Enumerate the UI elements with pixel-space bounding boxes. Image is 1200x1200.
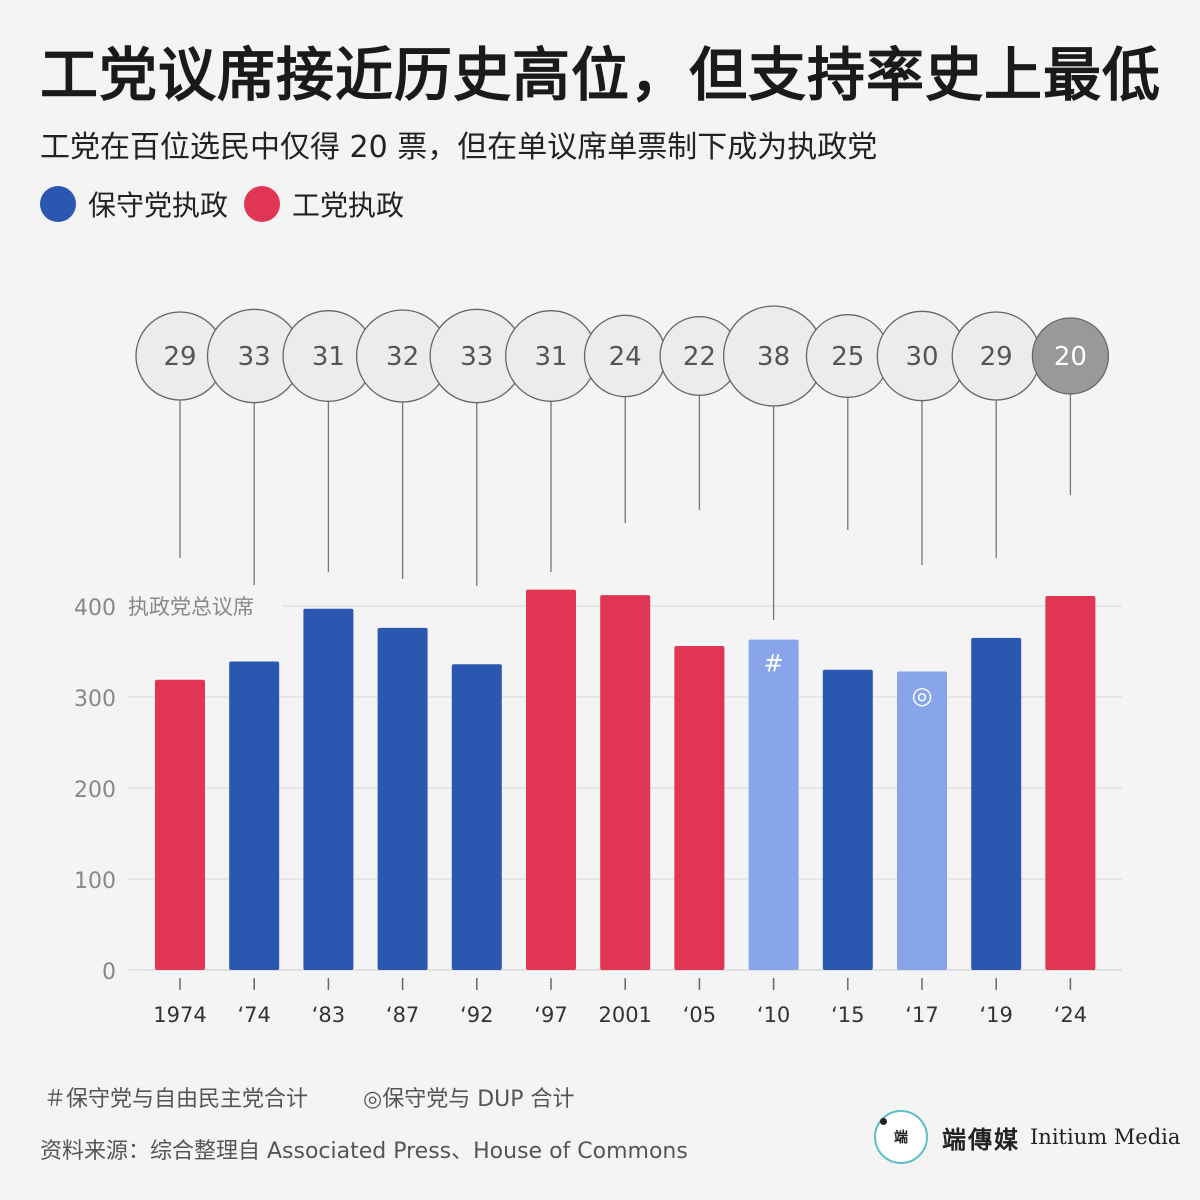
x-tick-label-4: ‘92 (460, 1003, 493, 1027)
bar-2 (303, 608, 354, 970)
support-bubble-label-0: 29 (163, 342, 196, 372)
x-tick-label-1: ‘74 (237, 1003, 270, 1027)
support-bubble-12 (1031, 317, 1110, 395)
x-tick-label-8: ‘10 (757, 1003, 790, 1027)
support-bubble-label-3: 32 (386, 342, 419, 372)
x-tick-label-2: ‘83 (312, 1003, 345, 1027)
brand-logo-dot (880, 1118, 887, 1125)
support-bubble-label-9: 25 (831, 342, 864, 372)
brand-name-en: Initium Media (1030, 1125, 1181, 1149)
brand-logo-text: 端 (894, 1130, 908, 1146)
support-bubble-label-7: 22 (683, 342, 716, 372)
x-tick-label-5: ‘97 (534, 1003, 567, 1027)
brand: 端 端傳媒 Initium Media (874, 1110, 1180, 1164)
page-title: 工党议席接近历史高位，但支持率史上最低 (40, 41, 1162, 109)
bar-1 (229, 661, 280, 970)
support-bubble-label-12: 20 (1054, 342, 1087, 372)
bar-0 (155, 679, 205, 970)
page-subtitle: 工党在百位选民中仅得 20 票，但在单议席单票制下成为执政党 (40, 130, 878, 165)
x-tick-label-9: ‘15 (831, 1003, 864, 1027)
support-bubble-label-10: 30 (905, 342, 938, 372)
support-bubble-label-11: 29 (980, 342, 1013, 372)
bar-9 (822, 669, 873, 970)
bar-5 (526, 589, 576, 970)
legend-label-labour: 工党执政 (292, 189, 405, 222)
y-tick-label-300: 300 (74, 687, 116, 712)
support-bubble-label-5: 31 (534, 342, 567, 372)
x-tick-label-11: ‘19 (979, 1003, 1012, 1027)
footnote: ＃保守党与自由民主党合计 ◎保守党与 DUP 合计 (44, 1081, 623, 1113)
footnote-hash: ＃保守党与自由民主党合计 (44, 1087, 309, 1112)
y-axis-label: 执政党总议席 (128, 595, 254, 619)
y-tick-label-200: 200 (74, 778, 116, 803)
y-tick-label-400: 400 (74, 596, 116, 621)
bar-11 (971, 637, 1022, 970)
footnote-circle: ◎保守党与 DUP 合计 (363, 1087, 575, 1112)
x-tick-label-0: 1974 (153, 1003, 206, 1027)
x-tick-label-6: 2001 (598, 1003, 651, 1027)
source-text: 资料来源：综合整理自 Associated Press、House of Com… (40, 1139, 688, 1164)
brand-name-cn: 端傳媒 (942, 1124, 1020, 1154)
x-tick-label-3: ‘87 (386, 1003, 419, 1027)
bar-6 (600, 595, 651, 970)
legend-item-labour: 工党执政 (244, 184, 404, 224)
bar-mark-10: ◎ (912, 682, 933, 710)
support-bubble-label-8: 38 (757, 342, 790, 372)
legend: 保守党执政 工党执政 (40, 184, 420, 224)
bar-10 (897, 671, 947, 970)
support-bubble-label-1: 33 (238, 342, 271, 372)
y-tick-label-100: 100 (74, 869, 116, 894)
legend-dot-conservative (40, 186, 76, 222)
support-bubble-label-4: 33 (460, 342, 493, 372)
x-tick-label-7: ‘05 (683, 1003, 716, 1027)
y-tick-label-0: 0 (102, 960, 116, 985)
bar-7 (674, 646, 725, 970)
x-tick-label-10: ‘17 (905, 1003, 938, 1027)
x-tick-label-12: ‘24 (1054, 1003, 1087, 1027)
support-bubble-label-2: 31 (312, 342, 345, 372)
bar-12 (1045, 595, 1096, 970)
support-bubble-label-6: 24 (609, 342, 642, 372)
legend-item-conservative: 保守党执政 (40, 184, 228, 224)
bar-3 (377, 627, 428, 970)
legend-dot-labour (244, 186, 281, 222)
bar-8 (748, 639, 799, 970)
bar-mark-8: # (764, 650, 784, 678)
brand-logo-icon: 端 (874, 1110, 928, 1164)
bar-4 (451, 664, 502, 970)
legend-label-conservative: 保守党执政 (88, 189, 229, 222)
